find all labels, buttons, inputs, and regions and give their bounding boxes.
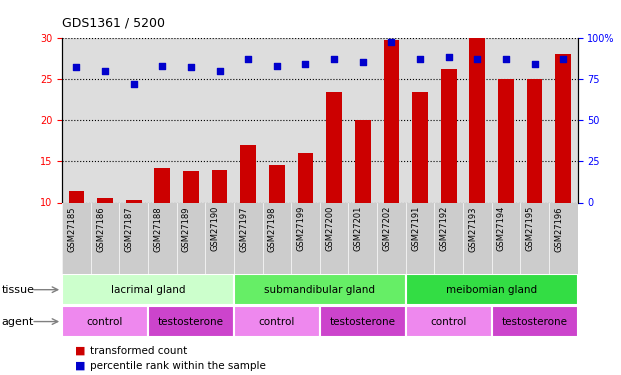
Bar	[492, 306, 578, 337]
Point	[473, 56, 483, 62]
Bar	[555, 54, 571, 202]
Point	[272, 63, 282, 69]
Bar	[148, 306, 234, 337]
Text: GSM27185: GSM27185	[68, 206, 76, 252]
Text: lacrimal gland: lacrimal gland	[111, 285, 185, 295]
Bar	[326, 92, 342, 202]
Bar	[126, 200, 142, 202]
Text: GSM27195: GSM27195	[525, 206, 535, 251]
Text: GSM27200: GSM27200	[325, 206, 334, 251]
Point	[129, 81, 138, 87]
Point	[415, 56, 425, 62]
Point	[215, 68, 225, 74]
Bar	[320, 306, 406, 337]
Bar	[62, 274, 234, 305]
Text: GSM27186: GSM27186	[96, 206, 105, 252]
Text: percentile rank within the sample: percentile rank within the sample	[90, 361, 266, 370]
Point	[329, 56, 339, 62]
Text: tissue: tissue	[2, 285, 35, 295]
Text: GSM27198: GSM27198	[268, 206, 277, 252]
Text: submandibular gland: submandibular gland	[265, 285, 375, 295]
Text: GDS1361 / 5200: GDS1361 / 5200	[62, 17, 165, 30]
Bar	[68, 191, 84, 202]
Bar	[498, 79, 514, 203]
Bar	[355, 120, 371, 202]
Bar	[183, 171, 199, 202]
Text: GSM27188: GSM27188	[153, 206, 162, 252]
Bar	[406, 274, 578, 305]
Point	[358, 59, 368, 65]
Point	[157, 63, 167, 69]
Bar	[269, 165, 285, 202]
Text: GSM27193: GSM27193	[468, 206, 478, 252]
Point	[501, 56, 511, 62]
Text: GSM27199: GSM27199	[296, 206, 306, 251]
Text: control: control	[259, 316, 295, 327]
Bar	[212, 170, 227, 202]
Text: testosterone: testosterone	[158, 316, 224, 327]
Bar	[412, 92, 428, 202]
Text: GSM27189: GSM27189	[182, 206, 191, 252]
Text: ■: ■	[75, 346, 89, 355]
Text: GSM27197: GSM27197	[239, 206, 248, 252]
Point	[100, 68, 110, 74]
Text: GSM27190: GSM27190	[211, 206, 220, 251]
Bar	[297, 153, 314, 203]
Point	[243, 56, 253, 62]
Bar	[384, 40, 399, 203]
Text: GSM27191: GSM27191	[411, 206, 420, 251]
Point	[530, 61, 540, 67]
Bar	[469, 38, 485, 203]
Text: control: control	[430, 316, 467, 327]
Text: GSM27201: GSM27201	[354, 206, 363, 251]
Point	[71, 64, 81, 70]
Bar	[441, 69, 456, 203]
Bar	[527, 79, 543, 203]
Text: control: control	[87, 316, 123, 327]
Bar	[240, 145, 256, 202]
Bar	[97, 198, 113, 202]
Text: testosterone: testosterone	[330, 316, 396, 327]
Text: GSM27194: GSM27194	[497, 206, 506, 251]
Text: testosterone: testosterone	[502, 316, 568, 327]
Point	[443, 54, 453, 60]
Bar	[234, 274, 406, 305]
Text: GSM27187: GSM27187	[125, 206, 134, 252]
Bar	[406, 306, 492, 337]
Text: GSM27196: GSM27196	[554, 206, 563, 252]
Text: agent: agent	[2, 316, 34, 327]
Text: GSM27192: GSM27192	[440, 206, 448, 251]
Point	[386, 39, 396, 45]
Text: GSM27202: GSM27202	[383, 206, 391, 251]
Point	[558, 56, 568, 62]
Text: meibomian gland: meibomian gland	[446, 285, 537, 295]
Text: transformed count: transformed count	[90, 346, 188, 355]
Bar	[234, 306, 320, 337]
Point	[301, 61, 310, 67]
Bar	[62, 306, 148, 337]
Bar	[155, 168, 170, 202]
Text: ■: ■	[75, 361, 89, 370]
Point	[186, 64, 196, 70]
